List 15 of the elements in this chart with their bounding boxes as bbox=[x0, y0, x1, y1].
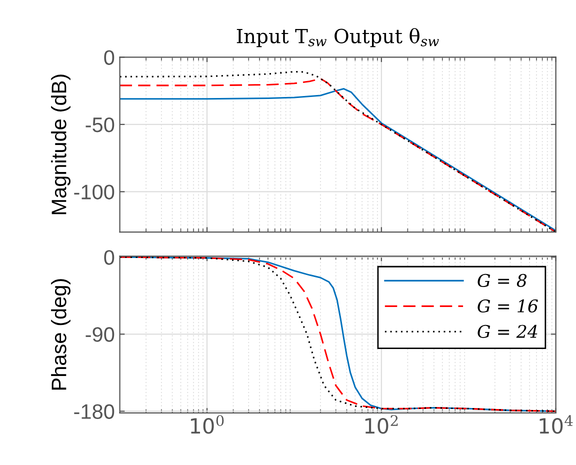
y-axis-title: Phase (deg) bbox=[51, 279, 70, 390]
x-tick-label: 10$^{2}$ bbox=[365, 415, 398, 434]
x-tick-label: 10$^{0}$ bbox=[190, 415, 224, 434]
legend-label: G = 16 bbox=[478, 299, 538, 312]
y-tick-label: 0 bbox=[104, 50, 114, 65]
y-tick-label: -100 bbox=[74, 184, 114, 200]
y-tick-label: -50 bbox=[86, 117, 114, 132]
chart-title: Input T$_{sw}$ Output θ$_{sw}$ bbox=[236, 28, 439, 48]
legend-label: G = 8 bbox=[478, 274, 527, 288]
y-axis-title: Magnitude (dB) bbox=[51, 74, 70, 214]
x-tick-label: 10$^{4}$ bbox=[540, 415, 573, 434]
y-tick-label: 0 bbox=[104, 250, 114, 265]
legend-label: G = 24 bbox=[478, 324, 538, 338]
y-tick-label: -180 bbox=[74, 404, 114, 419]
y-tick-label: -90 bbox=[86, 327, 114, 342]
